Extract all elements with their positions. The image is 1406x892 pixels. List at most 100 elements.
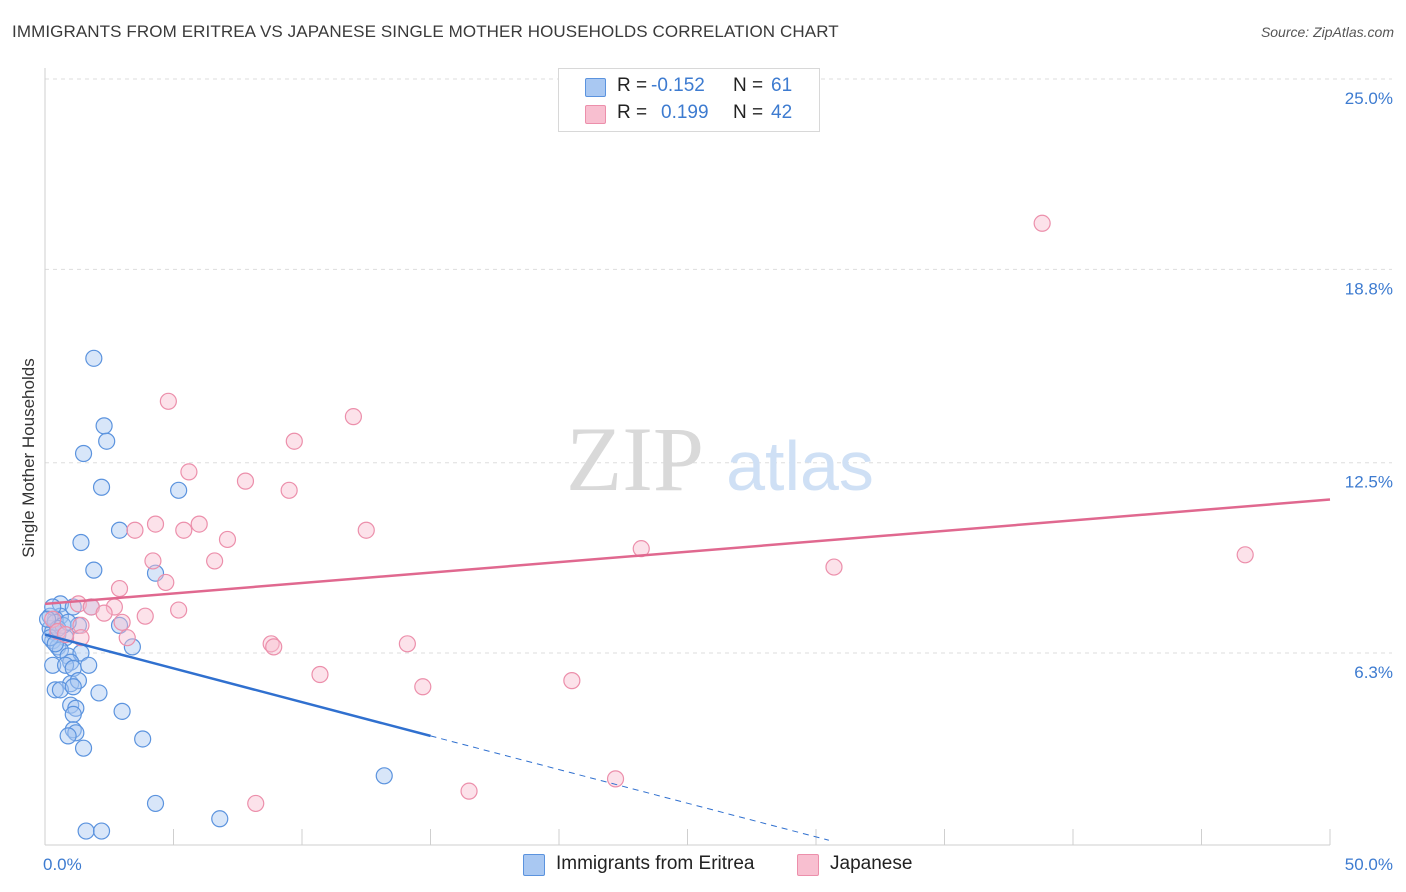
point-japanese — [126, 521, 144, 539]
y-tick-label: 25.0% — [1345, 89, 1393, 108]
point-eritrea — [59, 727, 77, 745]
point-japanese — [157, 573, 175, 592]
y-tick-labels: 6.3% 12.5% 18.8% 25.0% — [1345, 89, 1393, 682]
point-japanese — [190, 515, 208, 533]
x-tick-label: 0.0% — [43, 855, 82, 874]
point-japanese — [180, 463, 198, 481]
point-japanese — [236, 472, 255, 490]
point-japanese — [1033, 214, 1051, 232]
point-japanese — [247, 794, 265, 813]
source-label: Source: ZipAtlas.com — [1260, 24, 1394, 40]
point-eritrea — [170, 481, 188, 499]
legend-swatch-eritrea — [523, 854, 545, 876]
point-eritrea — [113, 702, 131, 720]
legend-label-eritrea: Immigrants from Eritrea — [556, 853, 755, 874]
point-japanese — [262, 635, 280, 653]
y-tick-label: 18.8% — [1345, 279, 1393, 298]
point-eritrea — [211, 810, 229, 828]
point-japanese — [398, 635, 416, 653]
legend-swatch-japanese — [797, 854, 819, 876]
point-japanese — [206, 552, 224, 570]
point-eritrea — [95, 417, 113, 435]
point-eritrea — [375, 767, 393, 785]
point-japanese — [170, 601, 188, 619]
point-eritrea — [44, 656, 62, 674]
point-japanese — [280, 481, 298, 499]
point-eritrea — [146, 794, 165, 813]
point-eritrea — [92, 478, 111, 496]
trend-line-eritrea — [44, 633, 431, 738]
point-eritrea — [38, 610, 57, 628]
y-tick-label: 12.5% — [1345, 473, 1393, 492]
point-japanese — [72, 629, 90, 647]
chart-title: IMMIGRANTS FROM ERITREA VS JAPANESE SING… — [12, 22, 839, 41]
axes — [44, 68, 1331, 846]
series-japanese — [44, 214, 1254, 813]
point-japanese — [563, 672, 581, 690]
legend-r-label: R = — [617, 102, 648, 123]
legend-r-value: 0.199 — [661, 102, 709, 123]
point-eritrea — [85, 561, 103, 579]
point-japanese — [414, 678, 432, 696]
point-japanese — [144, 552, 162, 570]
trend-lines — [44, 498, 1331, 841]
point-eritrea — [110, 521, 129, 539]
point-eritrea — [74, 739, 93, 757]
x-tick-labels: 0.0% 50.0% — [43, 855, 1393, 874]
legend-series: Immigrants from Eritrea Japanese — [0, 852, 1406, 876]
trend-line-japanese — [44, 498, 1331, 606]
point-japanese — [218, 530, 237, 549]
point-eritrea — [77, 822, 95, 840]
point-japanese — [285, 432, 303, 450]
point-eritrea — [72, 533, 90, 552]
watermark-atlas: atlas — [726, 427, 874, 505]
watermark: ZIP atlas — [566, 408, 874, 510]
legend-row-japanese: R = 0.199 N = 42 — [559, 101, 819, 125]
point-eritrea — [64, 678, 82, 696]
point-japanese — [344, 408, 362, 426]
point-japanese — [72, 616, 90, 634]
point-eritrea — [123, 638, 141, 656]
point-japanese — [159, 392, 177, 410]
legend-n-value: 61 — [771, 75, 793, 96]
point-japanese — [825, 558, 843, 576]
legend-n-value: 42 — [771, 102, 793, 123]
point-eritrea — [110, 616, 129, 634]
legend-label-japanese: Japanese — [830, 853, 913, 874]
legend-r-value: -0.152 — [651, 75, 705, 96]
point-eritrea — [64, 705, 82, 724]
point-japanese — [1236, 546, 1254, 564]
point-eritrea — [51, 681, 70, 699]
point-eritrea — [80, 656, 98, 674]
series-eritrea — [38, 349, 393, 840]
point-japanese — [136, 607, 154, 625]
x-tick-label: 50.0% — [1345, 855, 1393, 874]
trend-line-eritrea-extension — [430, 735, 829, 841]
legend-n-label: N = — [733, 75, 764, 96]
point-japanese — [460, 782, 478, 800]
point-eritrea — [74, 444, 93, 463]
legend-n-label: N = — [733, 102, 764, 123]
point-eritrea — [134, 730, 152, 748]
point-japanese — [95, 604, 113, 622]
point-japanese — [265, 638, 283, 656]
legend-swatch-eritrea — [585, 78, 606, 97]
y-tick-label: 6.3% — [1354, 663, 1393, 682]
point-japanese — [110, 579, 129, 598]
point-japanese — [175, 521, 193, 539]
point-eritrea — [85, 349, 103, 367]
point-eritrea — [46, 681, 64, 699]
y-axis-label: Single Mother Households — [19, 358, 38, 557]
point-japanese — [146, 515, 165, 533]
legend-r-label: R = — [617, 75, 648, 96]
legend-swatch-japanese — [585, 105, 606, 124]
point-eritrea — [90, 684, 108, 702]
point-japanese — [357, 521, 375, 539]
point-eritrea — [92, 822, 111, 840]
grid-lines — [45, 78, 1392, 654]
point-japanese — [118, 629, 136, 647]
point-japanese — [311, 665, 329, 684]
point-eritrea — [98, 432, 116, 450]
legend-stats: R = -0.152 N = 61 R = 0.199 N = 42 — [558, 68, 820, 132]
